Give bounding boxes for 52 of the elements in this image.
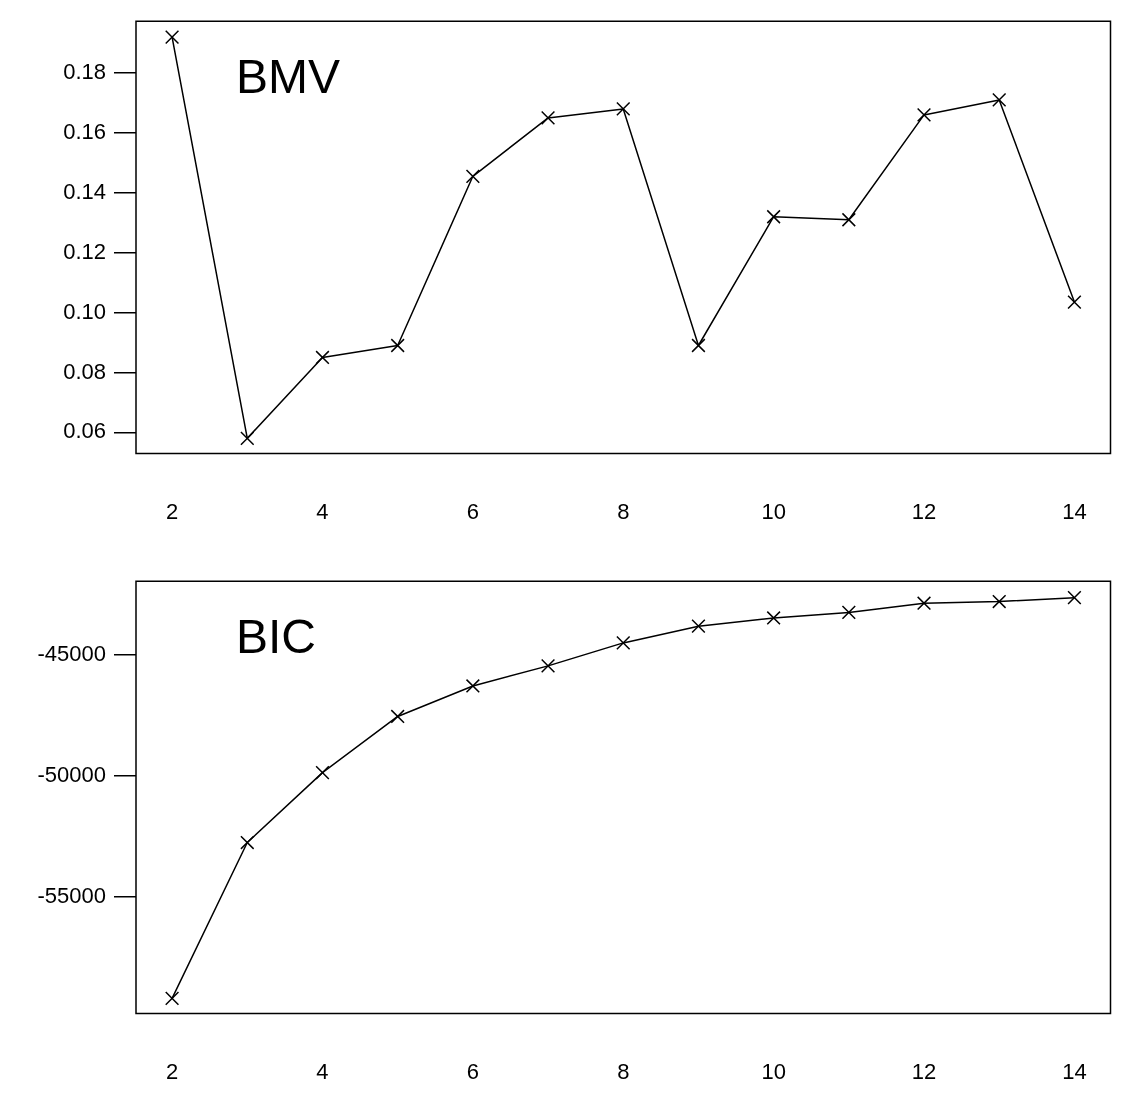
x-tick-label: 8 [617,1058,630,1084]
point [616,635,631,651]
point [691,338,706,353]
x-tick-label: 10 [761,498,786,524]
point [841,605,856,620]
point [315,350,330,365]
annotation: BIC [236,610,317,664]
x-tick-label: 8 [617,498,630,524]
x-tick-label: 10 [761,1058,786,1084]
point [465,169,480,184]
y-tick-label: 0.10 [63,298,106,324]
x-tick-label: 14 [1062,498,1087,524]
point [691,619,706,634]
x-tick-label: 12 [911,498,937,524]
point [465,678,480,694]
point [916,596,932,611]
point [616,101,631,117]
point [540,658,556,673]
x-tick-label: 4 [316,1058,329,1084]
point [841,212,856,227]
x-tick-label: 4 [316,498,329,524]
point [766,209,781,224]
x-tick-label: 6 [466,1058,479,1084]
y-tick-label: 0.12 [63,238,106,264]
y-tick-label: 0.08 [63,358,106,384]
y-tick-label: -55000 [37,882,106,908]
point [916,107,932,123]
point [992,594,1007,609]
point [1067,590,1082,605]
point [164,29,180,45]
point [766,610,781,626]
y-tick-label: -50000 [37,761,106,787]
x-tick-label: 2 [165,498,179,524]
point [315,765,330,780]
x-tick-label: 12 [911,1058,937,1084]
point [390,338,405,353]
y-tick-label: 0.06 [63,418,106,444]
annotation: BMV [236,50,341,104]
point [1067,294,1082,310]
x-tick-label: 2 [165,1058,179,1084]
y-tick-label: 0.14 [63,178,106,204]
point [164,991,180,1006]
y-tick-label: 0.16 [63,118,106,144]
x-tick-label: 14 [1062,1058,1087,1084]
point [540,110,556,126]
point [240,431,255,446]
x-tick-label: 6 [466,498,479,524]
point [992,92,1007,108]
y-tick-label: 0.18 [63,59,106,85]
point [240,835,255,850]
point [390,709,405,724]
y-tick-label: -45000 [37,640,106,666]
